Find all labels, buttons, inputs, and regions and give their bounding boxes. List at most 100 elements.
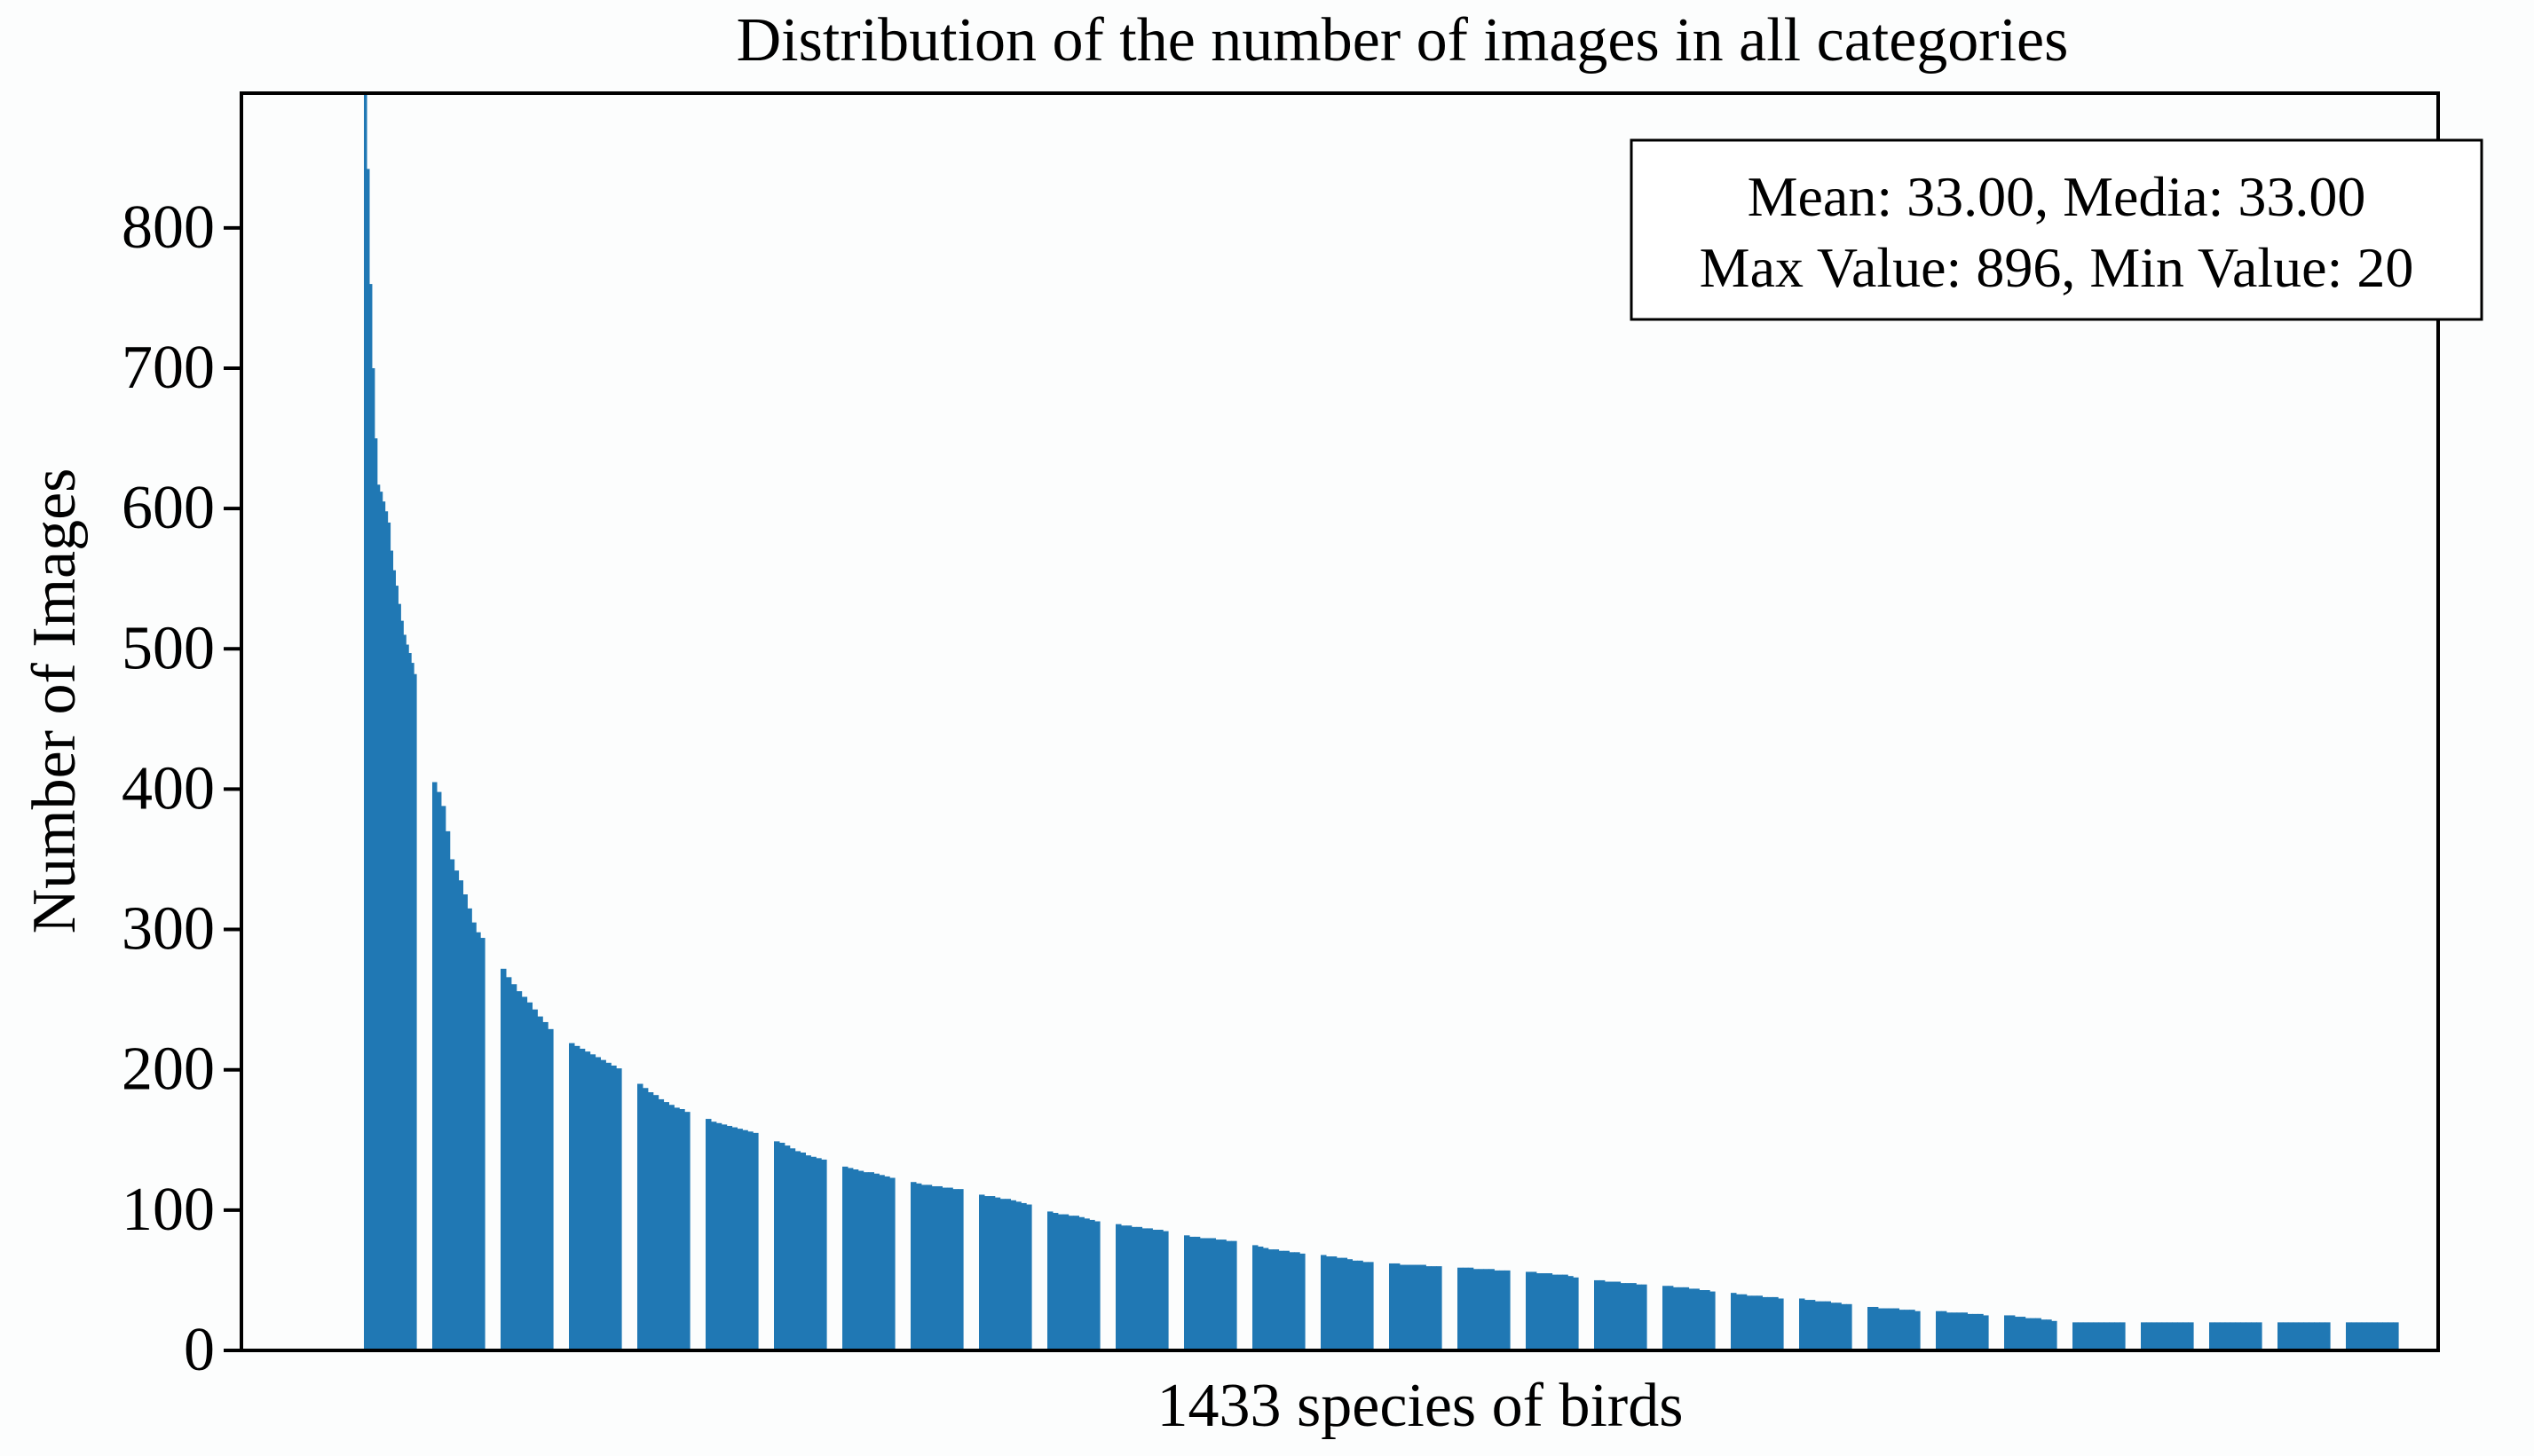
bar	[2303, 1322, 2309, 1350]
bar	[395, 586, 399, 1350]
bar	[1778, 1298, 1784, 1350]
bar	[1163, 1231, 1169, 1350]
bar	[1594, 1279, 1600, 1350]
bar	[1735, 1294, 1742, 1350]
bar	[589, 1054, 596, 1350]
bar	[2230, 1322, 2237, 1350]
bar	[2035, 1318, 2041, 1350]
bar	[2224, 1322, 2231, 1350]
bar	[1021, 1202, 1027, 1350]
bar	[794, 1151, 801, 1350]
bar	[1772, 1296, 1779, 1350]
bar	[1551, 1274, 1558, 1350]
bar	[726, 1125, 733, 1350]
bar	[2120, 1322, 2126, 1350]
bar	[471, 922, 477, 1350]
bar	[1641, 1284, 1647, 1350]
bar	[1604, 1281, 1611, 1350]
bar	[1467, 1267, 1474, 1350]
bar	[1299, 1253, 1306, 1350]
bar	[1977, 1313, 1984, 1350]
bar	[1546, 1273, 1553, 1350]
bar	[2030, 1318, 2036, 1350]
bar	[789, 1148, 796, 1350]
bar	[382, 501, 386, 1350]
bar	[2014, 1317, 2021, 1350]
bar	[1820, 1301, 1827, 1350]
bar	[1767, 1296, 1773, 1350]
bar	[2183, 1322, 2189, 1350]
bar	[1899, 1310, 1905, 1350]
bar	[1951, 1312, 1958, 1350]
y-tick-label-600: 600	[122, 474, 215, 542]
bar	[1346, 1259, 1353, 1350]
bar	[715, 1122, 722, 1350]
x-axis-label: 1433 species of birds	[1157, 1372, 1684, 1440]
bar	[2277, 1322, 2284, 1350]
bar	[1662, 1286, 1669, 1350]
bar	[1457, 1267, 1464, 1350]
bar	[1799, 1298, 1805, 1350]
bar	[1047, 1211, 1054, 1350]
bar	[1541, 1273, 1548, 1350]
bar	[2077, 1322, 2084, 1350]
annotation-box: Mean: 33.00, Media: 33.00 Max Value: 896…	[1630, 138, 2483, 321]
bar	[516, 991, 523, 1350]
bar	[747, 1131, 754, 1350]
bar	[1804, 1300, 1811, 1350]
bar	[371, 367, 375, 1351]
bar	[1120, 1225, 1127, 1350]
bar	[1321, 1255, 1327, 1350]
bar	[958, 1189, 964, 1350]
bar	[1073, 1216, 1079, 1350]
bar	[2388, 1322, 2394, 1350]
bar	[1731, 1293, 1737, 1350]
bar	[1883, 1308, 1890, 1350]
bar	[2156, 1322, 2163, 1350]
bar	[1478, 1269, 1485, 1350]
bar	[2177, 1322, 2183, 1350]
bar	[1693, 1288, 1700, 1350]
bar	[1404, 1264, 1411, 1350]
bar	[2072, 1322, 2079, 1350]
bar	[983, 1196, 991, 1350]
bar	[436, 791, 442, 1350]
bar	[2046, 1319, 2052, 1350]
bar	[1125, 1225, 1133, 1350]
bar	[1830, 1303, 1836, 1350]
bar	[873, 1173, 880, 1350]
bar	[2004, 1315, 2010, 1350]
bar	[449, 859, 455, 1350]
bar	[542, 1021, 549, 1350]
bar	[387, 522, 391, 1350]
bar	[2209, 1322, 2215, 1350]
bar	[742, 1129, 748, 1350]
bar	[374, 438, 378, 1350]
bar	[406, 644, 409, 1350]
bar	[1389, 1263, 1395, 1350]
bar	[1210, 1238, 1216, 1350]
bar	[1141, 1228, 1148, 1350]
bar	[595, 1057, 601, 1350]
bar	[1636, 1284, 1642, 1350]
bar	[392, 570, 396, 1350]
bar	[2114, 1322, 2120, 1350]
bar	[414, 673, 417, 1350]
bar	[462, 894, 468, 1350]
bar	[1956, 1312, 1963, 1350]
bar	[1057, 1214, 1064, 1350]
bar	[1567, 1276, 1574, 1350]
bar	[2161, 1322, 2168, 1350]
bar	[1294, 1252, 1300, 1350]
bar	[1341, 1257, 1348, 1350]
bar	[1352, 1260, 1358, 1350]
bar	[403, 634, 407, 1350]
y-tick-label-0: 0	[184, 1316, 215, 1384]
bar	[1089, 1219, 1095, 1350]
plot-frame	[240, 91, 2440, 1352]
bar	[2167, 1322, 2173, 1350]
bar	[1278, 1250, 1284, 1350]
bar	[1336, 1257, 1343, 1350]
bar	[1157, 1229, 1164, 1350]
bar	[1741, 1294, 1748, 1350]
